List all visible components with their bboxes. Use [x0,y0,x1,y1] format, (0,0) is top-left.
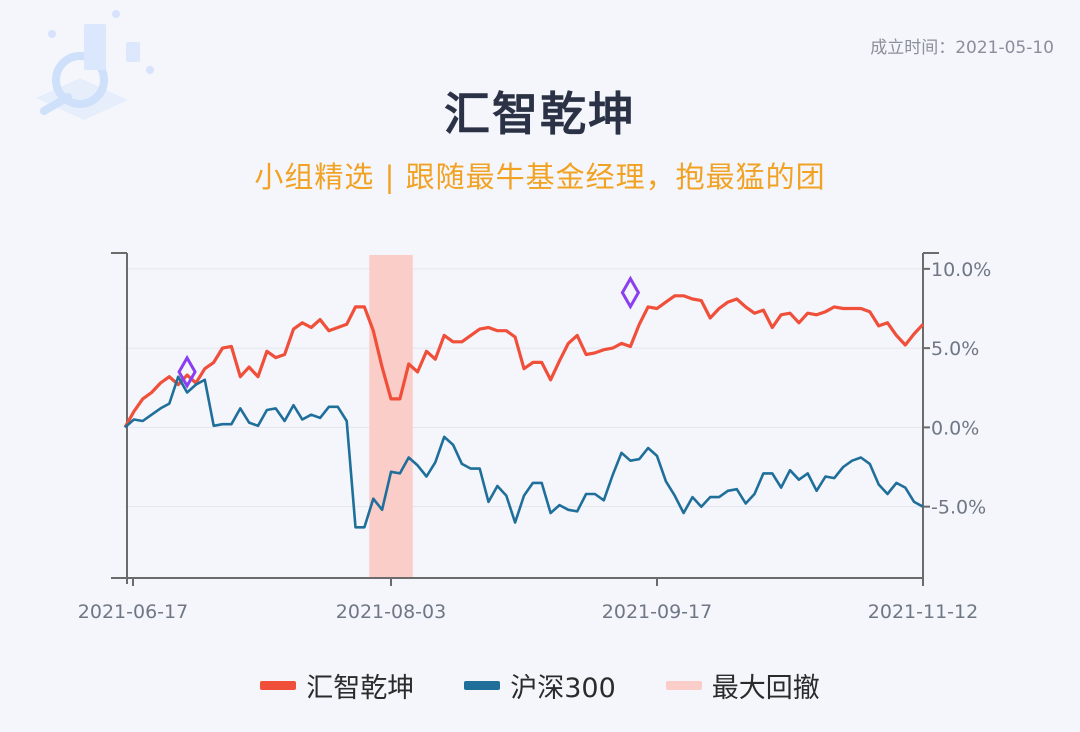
legend-item-drawdown: 最大回撤 [665,666,820,705]
dot-decoration [48,30,56,38]
grid-lines [125,268,923,508]
fund-line [123,294,925,429]
y-tick-label: -5.0% [931,497,986,519]
tick-labels: 2021-06-17 2021-08-03 2021-09-17 2021-11-12… [78,259,992,623]
x-tick-label: 2021-08-03 [336,601,446,623]
magnifier-illustration [36,10,154,120]
axes [111,252,939,586]
legend-label-drawdown: 最大回撤 [711,673,820,704]
page-title: 汇智乾坤 [444,87,636,141]
max-drawdown-band [369,255,413,578]
index-line [124,375,924,529]
legend-item-index: 沪深300 [464,666,616,705]
legend-swatch-index [464,681,501,690]
y-tick-label: 5.0% [931,338,979,360]
markers [177,275,641,389]
diamond-marker [620,275,641,310]
document-shape [84,24,106,70]
y-tick-label: 0.0% [931,417,979,439]
x-tick-label: 2021-06-17 [78,601,188,623]
legend-label-index: 沪深300 [510,673,616,704]
diamond-marker [177,354,197,389]
dot-decoration [112,10,120,18]
card-shape [126,42,140,62]
max-drawdown-rect [369,255,413,578]
y-tick-label: 10.0% [931,259,991,281]
legend-label-fund: 汇智乾坤 [306,673,415,704]
dot-decoration [146,66,154,74]
page-subtitle: 小组精选 | 跟随最牛基金经理，抱最猛的团 [254,160,826,194]
series-lines [123,294,925,529]
x-tick-label: 2021-09-17 [602,601,712,623]
magnifier-ring [52,52,108,108]
legend-swatch-drawdown [665,681,702,690]
legend-swatch-fund [260,681,297,690]
chart-legend: 汇智乾坤 沪深300 最大回撤 [0,666,1080,705]
magnifier-handle [39,93,73,115]
legend-item-fund: 汇智乾坤 [260,666,414,705]
x-tick-label: 2021-11-12 [868,601,978,623]
founded-date: 成立时间：2021-05-10 [870,38,1054,58]
